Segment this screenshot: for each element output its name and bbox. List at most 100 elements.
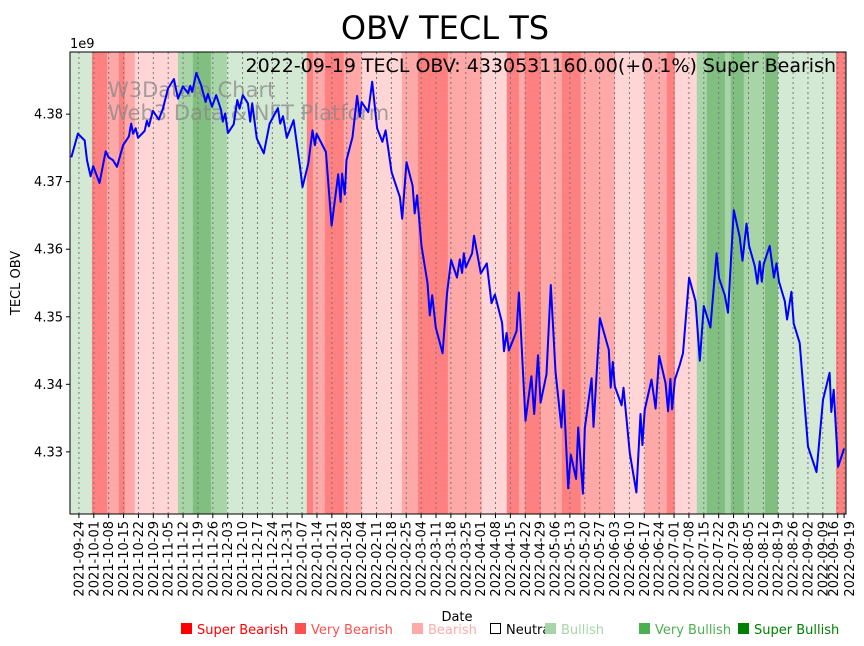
x-tick-label: 2022-02-18	[385, 521, 400, 597]
x-axis-label: Date	[441, 610, 472, 625]
band-super-bullish	[730, 52, 745, 514]
legend-item-very-bearish: Very Bearish	[295, 623, 393, 638]
band-bullish	[226, 52, 308, 514]
band-very-bearish	[580, 52, 616, 514]
y-tick-label: 4.36	[34, 243, 63, 258]
y-tick-label: 4.34	[34, 378, 63, 393]
band-super-bullish	[765, 52, 779, 514]
x-tick-label: 2021-12-10	[236, 521, 251, 597]
band-super-bearish	[118, 52, 126, 514]
x-tick-label: 2022-05-27	[593, 521, 608, 597]
x-tick-label: 2022-01-21	[325, 521, 340, 597]
band-very-bearish	[644, 52, 668, 514]
legend-item-very-bullish: Very Bullish	[639, 623, 731, 638]
legend-label: Bearish	[428, 623, 477, 638]
x-tick-label: 2022-08-19	[772, 521, 787, 597]
x-tick-label: 2022-07-22	[712, 521, 727, 597]
legend-item-bearish: Bearish	[412, 623, 477, 638]
legend-swatch	[738, 623, 749, 634]
band-very-bearish	[518, 52, 526, 514]
x-tick-label: 2022-03-04	[415, 521, 430, 597]
x-tick-label: 2022-02-04	[355, 521, 370, 597]
band-super-bearish	[306, 52, 314, 514]
y-tick-label: 4.38	[34, 108, 63, 123]
band-super-bearish	[417, 52, 449, 514]
x-tick-label: 2022-04-29	[534, 521, 549, 597]
band-bearish	[481, 52, 508, 514]
legend-swatch	[639, 623, 650, 634]
obv-line	[70, 71, 846, 495]
band-very-bullish	[743, 52, 766, 514]
chart-title: OBV TECL TS	[341, 9, 549, 47]
band-very-bearish	[106, 52, 120, 514]
band-very-bearish	[343, 52, 363, 514]
y-axis-label: TECL OBV	[9, 251, 24, 316]
x-tick-label: 2022-05-13	[563, 521, 578, 597]
plot-frame	[69, 51, 847, 515]
band-very-bullish	[177, 52, 194, 514]
legend-label: Very Bearish	[311, 623, 393, 638]
x-tick-label: 2022-03-25	[459, 521, 474, 597]
band-very-bearish	[540, 52, 563, 514]
y-axis: 4.33 4.34 4.35 4.36 4.37 4.38	[34, 108, 70, 460]
band-super-bearish	[324, 52, 345, 514]
x-tick-label: 2022-09-02	[801, 521, 816, 597]
x-tick-label: 2022-08-05	[742, 521, 757, 597]
band-super-bearish	[666, 52, 676, 514]
x-tick-label: 2022-01-14	[310, 521, 325, 597]
x-tick-label: 2022-08-26	[787, 521, 802, 597]
legend-label: Very Bullish	[655, 623, 731, 638]
x-tick-label: 2022-02-11	[370, 521, 385, 597]
legend-swatch	[295, 623, 306, 634]
y-tick-label: 4.35	[34, 310, 63, 325]
x-tick-label: 2022-08-12	[757, 521, 772, 597]
legend-swatch	[412, 623, 423, 634]
x-tick-label: 2021-11-26	[206, 521, 221, 597]
band-very-bearish	[312, 52, 326, 514]
x-tick-label: 2022-04-15	[504, 521, 519, 597]
x-tick-label: 2021-10-29	[147, 521, 162, 597]
x-tick-label: 2022-06-03	[608, 521, 623, 597]
x-tick-label: 2022-05-06	[549, 521, 564, 597]
y-tick-label: 4.33	[34, 445, 63, 460]
band-very-bearish	[124, 52, 136, 514]
band-super-bearish	[524, 52, 542, 514]
x-tick-label: 2022-07-08	[682, 521, 697, 597]
x-tick-label: 2021-12-24	[266, 521, 281, 597]
x-tick-label: 2022-07-29	[727, 521, 742, 597]
legend-swatch	[490, 623, 501, 634]
band-bearish	[361, 52, 403, 514]
x-tick-label: 2022-06-10	[623, 521, 638, 597]
legend-swatch	[181, 623, 192, 634]
legend-label: Neutral	[506, 623, 554, 638]
band-very-bearish	[447, 52, 483, 514]
band-super-bearish	[836, 52, 847, 514]
x-tick-label: 2022-07-15	[697, 521, 712, 597]
x-tick-label: 2022-04-08	[489, 521, 504, 597]
band-super-bearish	[506, 52, 520, 514]
band-super-bearish	[561, 52, 582, 514]
y-tick-label: 4.37	[34, 175, 63, 190]
legend-label: Super Bearish	[197, 623, 288, 638]
band-very-bearish	[401, 52, 419, 514]
legend-label: Bullish	[561, 623, 604, 638]
legend-label: Super Bullish	[754, 623, 839, 638]
x-tick-label: 2022-05-20	[578, 521, 593, 597]
legend-item-neutral: Neutral	[490, 623, 554, 638]
x-tick-label: 2022-07-01	[668, 521, 683, 597]
legend-item-super-bullish: Super Bullish	[738, 623, 839, 638]
x-tick-label: 2021-09-24	[72, 521, 87, 597]
x-tick-label: 2022-09-19	[843, 521, 858, 597]
x-tick-label: 2022-04-22	[519, 521, 534, 597]
band-bullish	[70, 52, 93, 514]
x-tick-label: 2021-11-05	[162, 521, 177, 597]
x-tick-label: 2021-10-22	[132, 521, 147, 597]
x-tick-label: 2022-03-18	[444, 521, 459, 597]
legend-swatch	[545, 623, 556, 634]
x-tick-label: 2021-10-08	[102, 521, 117, 597]
band-bearish	[134, 52, 179, 514]
legend-item-bullish: Bullish	[545, 623, 604, 638]
y-offset-label: 1e9	[70, 37, 95, 52]
band-super-bullish	[706, 52, 726, 514]
